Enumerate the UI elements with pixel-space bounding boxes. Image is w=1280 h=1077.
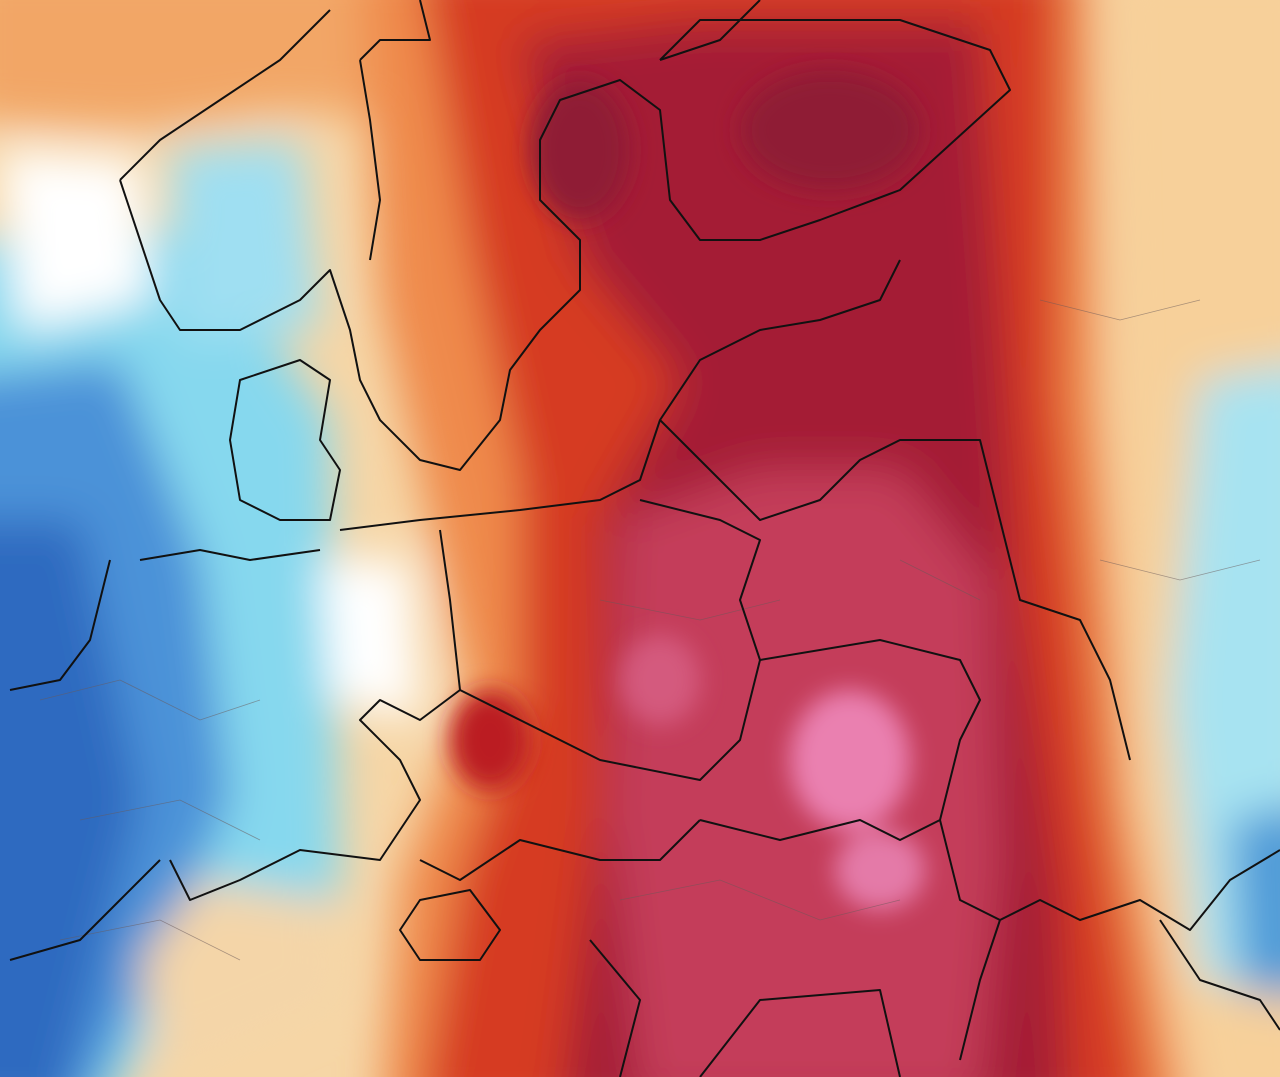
cool-zone (170, 140, 320, 340)
neutral-zone (320, 560, 420, 720)
anomaly-peaks (450, 70, 925, 910)
border (659, 419, 1131, 761)
borders (9, 0, 1280, 1077)
coastline (119, 9, 1011, 471)
border (359, 0, 761, 261)
warm-zone (0, 0, 423, 130)
extreme-zone (790, 690, 910, 830)
border (419, 639, 981, 881)
border (399, 889, 501, 961)
cold-zone (0, 520, 140, 1077)
very-hot-zone (530, 80, 630, 220)
extreme-zone (835, 830, 925, 910)
neutral-warm-zone (140, 880, 340, 1077)
very-hot-zone (740, 70, 920, 190)
border (459, 499, 761, 781)
cold-zone (1230, 808, 1280, 995)
neutral-zone (0, 150, 150, 330)
coastline (9, 859, 1280, 1031)
region-border (39, 299, 1261, 961)
border (589, 819, 1280, 1077)
extreme-zone (620, 635, 700, 725)
coastline (229, 359, 341, 521)
coastline (9, 549, 321, 691)
